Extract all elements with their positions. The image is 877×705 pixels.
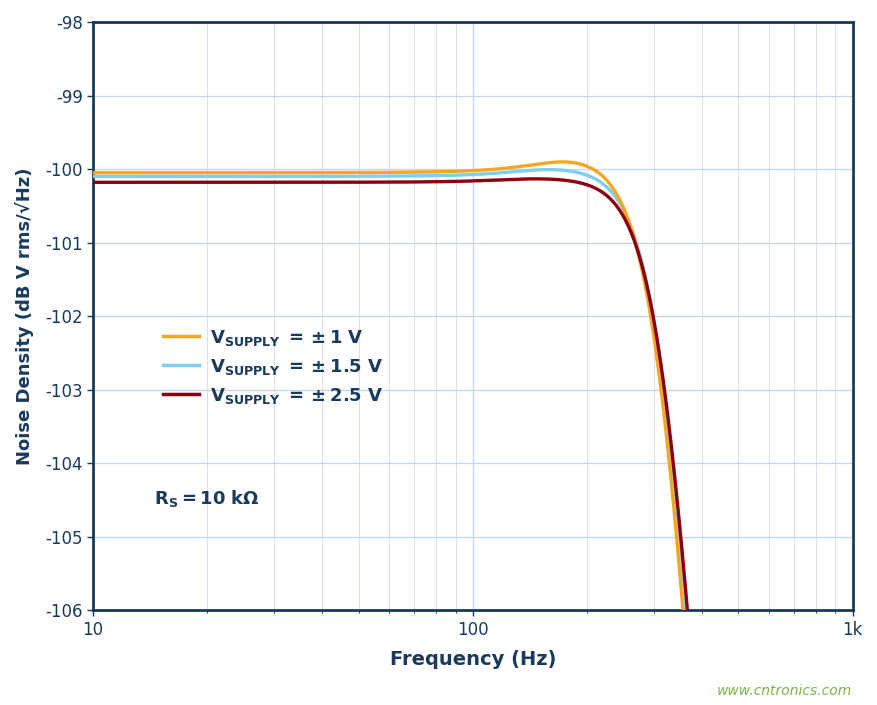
Y-axis label: Noise Density (dB V rms/√Hz): Noise Density (dB V rms/√Hz) (15, 167, 34, 465)
X-axis label: Frequency (Hz): Frequency (Hz) (389, 650, 555, 669)
Text: www.cntronics.com: www.cntronics.com (716, 684, 851, 698)
Legend: $\mathbf{V}_{\mathbf{SUPPLY}}\ \mathbf{= \pm1\ V}$, $\mathbf{V}_{\mathbf{SUPPLY}: $\mathbf{V}_{\mathbf{SUPPLY}}\ \mathbf{=… (155, 321, 389, 413)
Text: $\mathbf{R_S = 10\ k\Omega}$: $\mathbf{R_S = 10\ k\Omega}$ (153, 489, 259, 510)
